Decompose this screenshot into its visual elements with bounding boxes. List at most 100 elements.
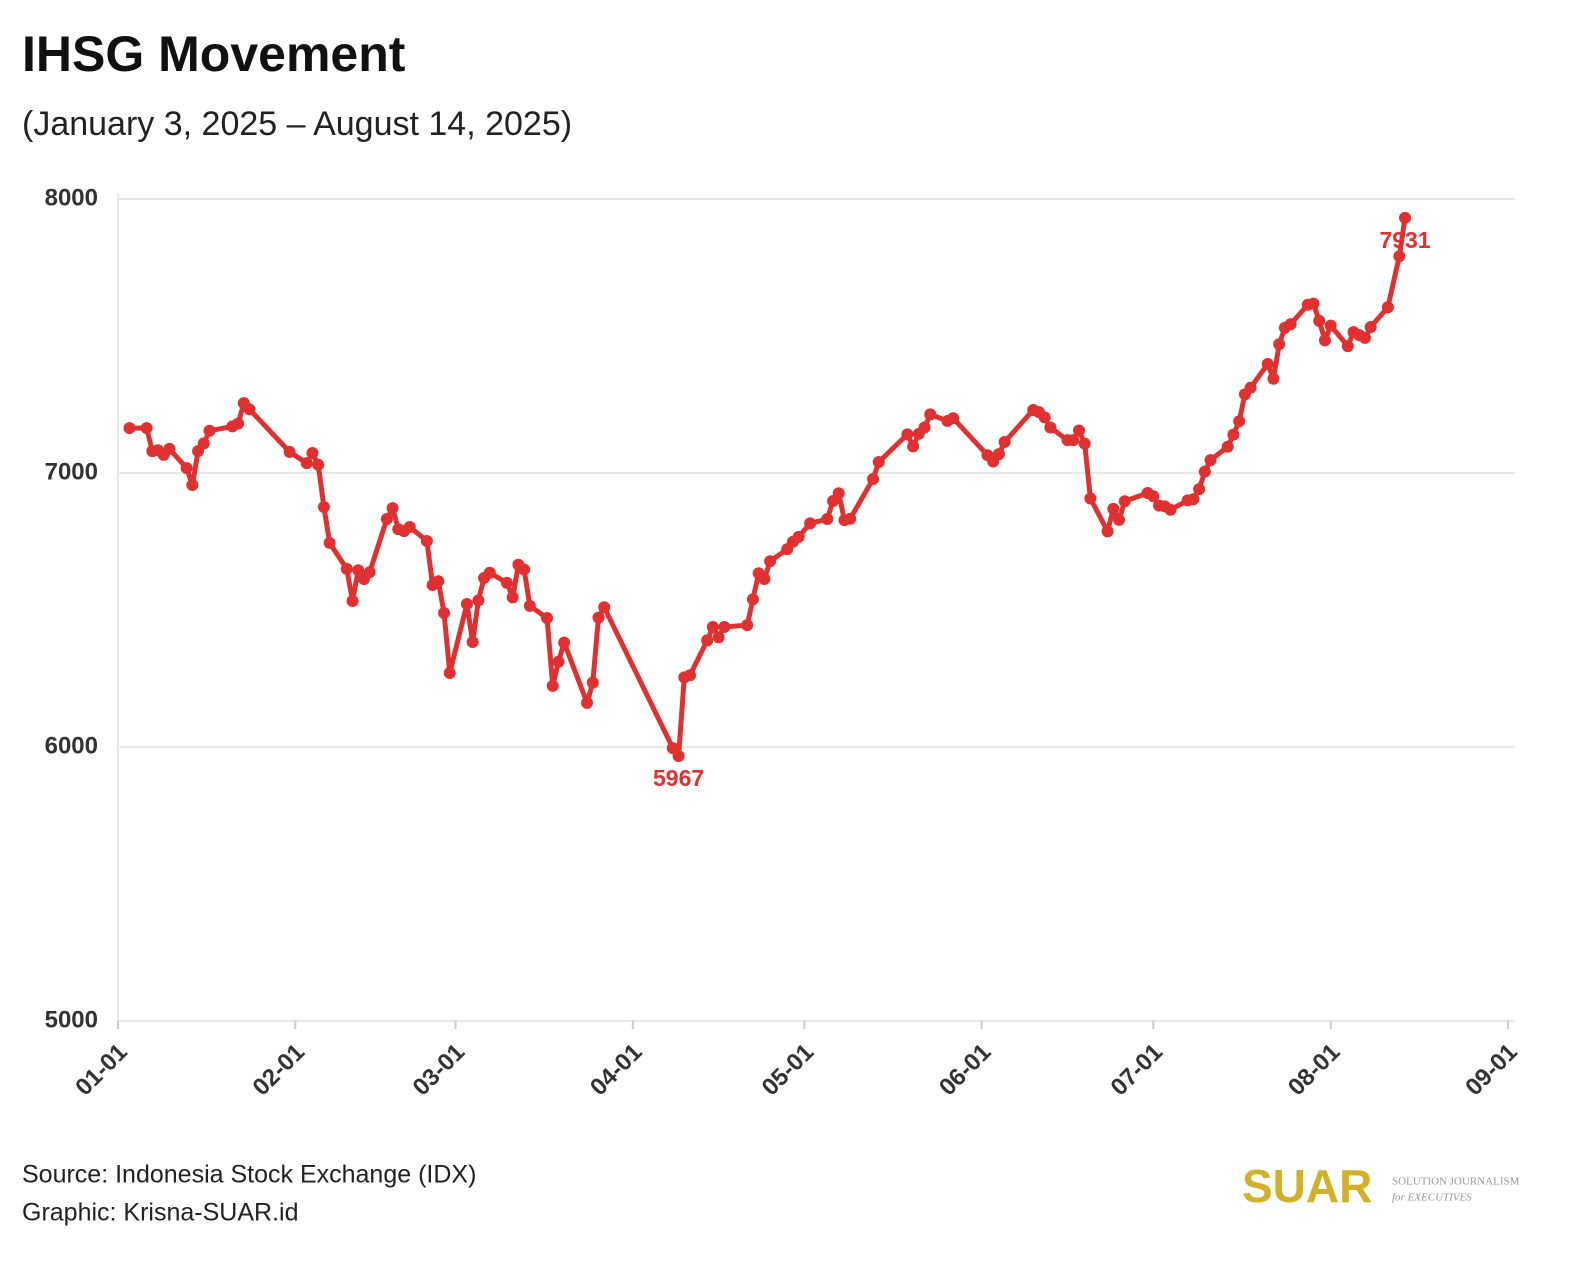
x-tick-label: 03-01 <box>408 1039 471 1102</box>
point <box>163 442 176 455</box>
point <box>998 436 1011 449</box>
point <box>1393 250 1406 263</box>
point <box>1118 495 1131 508</box>
point <box>140 422 153 435</box>
point <box>1078 437 1091 450</box>
x-tick-label: 01-01 <box>70 1039 133 1102</box>
point <box>1324 319 1337 332</box>
point <box>1261 357 1274 370</box>
line <box>129 217 1408 759</box>
point <box>706 620 719 633</box>
point <box>1284 318 1297 331</box>
point <box>947 412 960 425</box>
point <box>1204 454 1217 467</box>
point <box>592 611 605 624</box>
point <box>581 696 594 709</box>
point <box>586 676 599 689</box>
point <box>203 424 216 437</box>
point <box>386 502 399 515</box>
point <box>500 576 513 589</box>
point <box>352 564 365 577</box>
point <box>924 408 937 421</box>
point <box>1307 297 1320 310</box>
point <box>867 473 880 486</box>
point <box>466 636 479 649</box>
point <box>518 563 531 576</box>
point <box>1107 502 1120 515</box>
y-tick-label: 5000 <box>45 1006 98 1033</box>
point <box>363 566 376 579</box>
y-tick-label: 6000 <box>45 732 98 759</box>
point <box>472 594 485 607</box>
point <box>1164 503 1177 516</box>
point <box>1227 428 1240 441</box>
point <box>712 631 725 644</box>
point <box>684 669 697 682</box>
point <box>346 594 359 607</box>
y-tick-label: 8000 <box>45 184 98 211</box>
point <box>804 517 817 530</box>
point <box>1399 211 1412 224</box>
y-tick-label: 7000 <box>45 458 98 485</box>
point <box>1044 421 1057 434</box>
point <box>186 479 199 492</box>
point <box>552 655 565 668</box>
point <box>718 620 731 633</box>
x-tick-label: 07-01 <box>1106 1039 1169 1102</box>
point <box>541 611 554 624</box>
chart-title: IHSG Movement <box>22 26 406 82</box>
point <box>907 440 920 453</box>
point <box>844 512 857 525</box>
point <box>523 599 536 612</box>
point <box>918 421 931 434</box>
point <box>1313 314 1326 327</box>
point <box>1187 493 1200 506</box>
point <box>598 601 611 614</box>
point <box>1381 301 1394 314</box>
point <box>506 591 519 604</box>
logo-line: SOLUTION JOURNALISM <box>1392 1176 1520 1188</box>
point <box>746 593 759 606</box>
point <box>872 456 885 469</box>
point <box>792 530 805 543</box>
source-note: Source: Indonesia Stock Exchange (IDX) <box>22 1161 476 1189</box>
point <box>380 513 393 526</box>
point <box>758 573 771 586</box>
value-label: 5967 <box>653 765 704 791</box>
point <box>1267 372 1280 385</box>
point <box>323 536 336 549</box>
point <box>1198 465 1211 478</box>
point <box>443 667 456 680</box>
point <box>432 575 445 588</box>
point <box>1318 334 1331 347</box>
x-tick-label: 09-01 <box>1460 1039 1523 1102</box>
point <box>300 457 313 470</box>
point <box>832 487 845 500</box>
point <box>1072 424 1085 437</box>
point <box>123 422 136 435</box>
point <box>312 458 325 471</box>
point <box>558 636 571 649</box>
point <box>420 534 433 547</box>
point <box>672 750 685 763</box>
x-tick-label: 08-01 <box>1283 1039 1346 1102</box>
point <box>317 500 330 513</box>
point <box>546 679 559 692</box>
point <box>1244 381 1257 394</box>
x-tick-label: 05-01 <box>757 1039 820 1102</box>
point <box>180 462 193 475</box>
point <box>1147 490 1160 503</box>
point <box>340 562 353 575</box>
x-tick-label: 06-01 <box>934 1039 997 1102</box>
point <box>821 513 834 526</box>
logo-name: SUAR <box>1242 1160 1372 1212</box>
point <box>701 634 714 647</box>
point <box>403 520 416 533</box>
point <box>1273 338 1286 351</box>
logo-line: for EXECUTIVES <box>1392 1192 1472 1204</box>
point <box>1364 320 1377 333</box>
point <box>1038 411 1051 424</box>
point <box>1193 483 1206 496</box>
credit-note: Graphic: Krisna-SUAR.id <box>22 1199 298 1227</box>
